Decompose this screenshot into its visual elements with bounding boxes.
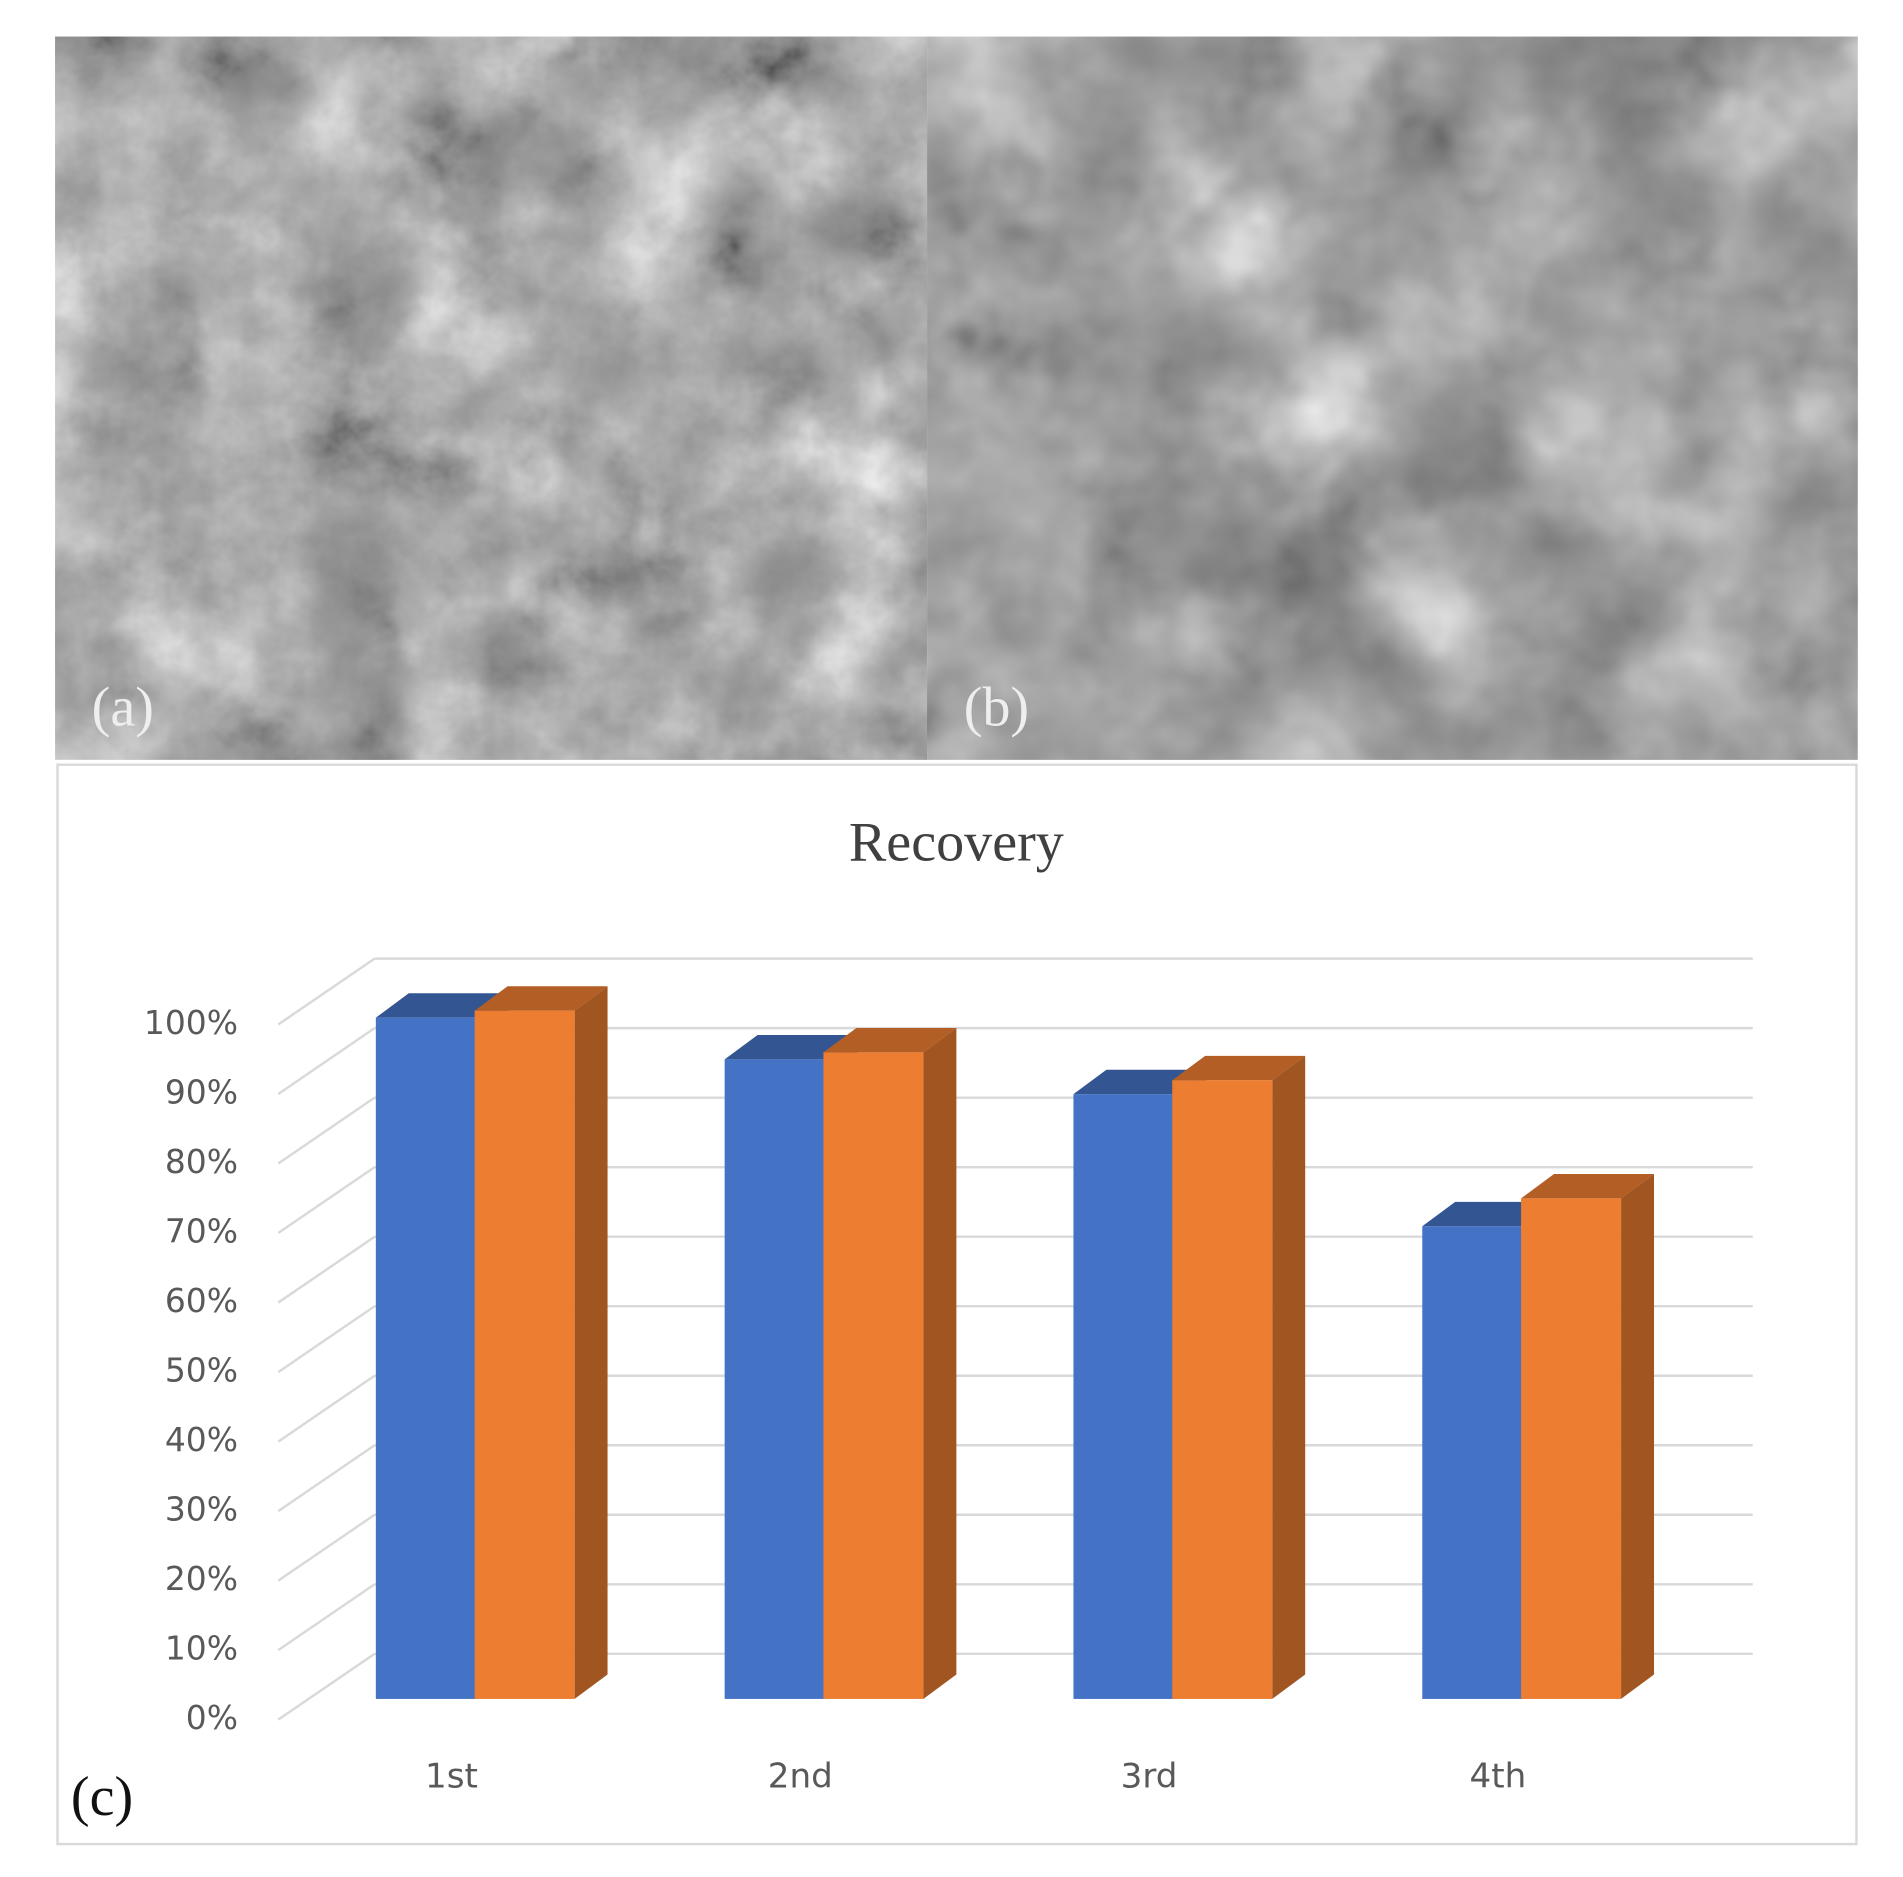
grid-line-side xyxy=(277,1166,376,1235)
bar xyxy=(724,1059,825,1699)
y-tick-label: 100% xyxy=(144,1003,238,1042)
grid-line-side xyxy=(277,1096,376,1165)
y-tick-label: 70% xyxy=(165,1212,238,1251)
bar-top xyxy=(1172,1055,1306,1081)
plot-area: 0% 10% 20% 30% 40% 50% 60% 70% 80% 90% 100% 1st 2nd 3… xyxy=(144,957,1753,1797)
bar-top xyxy=(474,986,608,1011)
x-tick-label: 4th xyxy=(1470,1757,1527,1797)
bar xyxy=(1172,1080,1273,1699)
bar xyxy=(823,1052,924,1699)
y-tick-label: 60% xyxy=(165,1281,238,1320)
grid-line-side xyxy=(277,1652,376,1721)
x-tick-label: 3rd xyxy=(1121,1757,1178,1797)
grid-line-side xyxy=(277,1583,376,1652)
panel-label: (b) xyxy=(964,677,1029,739)
y-tick-label: 20% xyxy=(165,1559,238,1598)
bar xyxy=(1073,1094,1174,1699)
x-tick-label: 2nd xyxy=(768,1757,833,1797)
bar-side xyxy=(1272,1055,1306,1699)
bar-top xyxy=(1521,1174,1655,1199)
sem-texture-b xyxy=(927,36,1858,760)
y-tick-label: 30% xyxy=(165,1490,238,1529)
y-tick-label: 0% xyxy=(186,1698,238,1737)
grid-line-side xyxy=(277,957,376,1026)
bar xyxy=(1521,1198,1622,1699)
grid-line-side xyxy=(277,1027,376,1096)
bar-side xyxy=(574,986,608,1699)
sem-texture-a xyxy=(55,36,928,760)
x-tick-label: 1st xyxy=(425,1757,478,1797)
y-tick-label: 80% xyxy=(165,1142,238,1181)
grid-line-side xyxy=(277,1235,376,1304)
chart-title: Recovery xyxy=(849,812,1064,874)
bar-side xyxy=(923,1028,957,1699)
y-tick-label: 90% xyxy=(165,1073,238,1112)
bar-top xyxy=(823,1028,957,1053)
grid-line-side xyxy=(277,1444,376,1513)
y-tick-label: 10% xyxy=(165,1629,238,1668)
grid-line-side xyxy=(277,1374,376,1443)
bar xyxy=(375,1017,476,1699)
grid-line-side xyxy=(277,1513,376,1582)
grid-line-side xyxy=(277,1305,376,1374)
bar xyxy=(474,1010,575,1699)
bar-side xyxy=(1621,1174,1655,1699)
panel-label: (a) xyxy=(92,677,154,739)
bar xyxy=(1422,1226,1523,1699)
y-tick-label: 50% xyxy=(165,1351,238,1390)
y-tick-label: 40% xyxy=(165,1420,238,1459)
panel-label: (c) xyxy=(71,1766,133,1828)
